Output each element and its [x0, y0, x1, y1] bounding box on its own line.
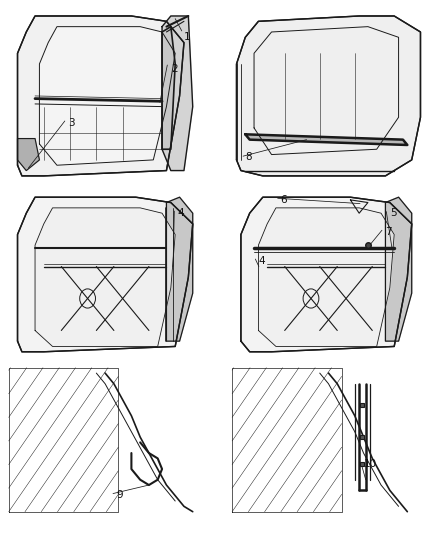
- Polygon shape: [18, 139, 39, 171]
- Text: 3: 3: [68, 118, 74, 127]
- Polygon shape: [385, 197, 412, 341]
- Polygon shape: [18, 197, 193, 352]
- Polygon shape: [162, 27, 175, 149]
- Polygon shape: [39, 27, 175, 165]
- Text: 2: 2: [171, 64, 177, 74]
- Text: 8: 8: [245, 152, 252, 162]
- Polygon shape: [162, 16, 193, 171]
- Polygon shape: [35, 208, 175, 346]
- Text: 4: 4: [177, 208, 184, 218]
- Text: 5: 5: [390, 208, 396, 218]
- Polygon shape: [18, 16, 184, 176]
- Text: 7: 7: [385, 227, 392, 237]
- Polygon shape: [254, 27, 399, 155]
- Text: 1: 1: [184, 33, 191, 42]
- Text: 10: 10: [364, 459, 377, 469]
- Text: 4: 4: [258, 256, 265, 266]
- Polygon shape: [245, 134, 407, 145]
- Text: 6: 6: [280, 195, 287, 205]
- Polygon shape: [258, 208, 394, 346]
- Polygon shape: [166, 197, 193, 341]
- Polygon shape: [237, 16, 420, 176]
- Polygon shape: [241, 197, 412, 352]
- Text: 9: 9: [116, 490, 123, 499]
